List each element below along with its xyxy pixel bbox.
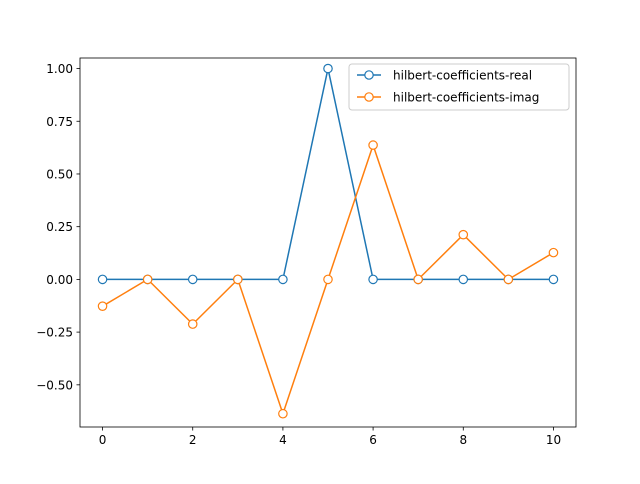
y-tick-label: −0.25 (36, 326, 73, 340)
data-point (548, 274, 559, 285)
x-tick-label: 0 (99, 433, 107, 447)
x-tick-label: 4 (279, 433, 287, 447)
plot-frame (79, 57, 577, 428)
legend-box (348, 63, 570, 111)
y-axis: −0.50 −0.25 0.00 0.25 0.50 0.75 1.00 (36, 62, 80, 392)
data-point (368, 140, 378, 150)
data-point (97, 301, 108, 311)
data-point (323, 63, 333, 74)
legend-marker (364, 92, 374, 102)
legend-item: hilbert-coefficients-imag (357, 91, 539, 105)
data-point (97, 274, 108, 285)
x-tick-label: 8 (459, 433, 467, 447)
x-tick-label: 10 (546, 433, 561, 447)
data-point (503, 274, 514, 285)
y-tick-label: 0.00 (46, 273, 73, 287)
data-point (187, 274, 198, 285)
data-point (413, 274, 423, 285)
legend: hilbert-coefficients-real hilbert-coeffic… (348, 63, 570, 111)
series-layer (97, 63, 559, 419)
data-point (458, 229, 469, 240)
data-point (233, 274, 243, 285)
data-point (142, 274, 153, 285)
legend-label: hilbert-coefficients-imag (393, 91, 539, 105)
y-tick-label: 1.00 (46, 62, 73, 76)
legend-label: hilbert-coefficients-real (393, 69, 532, 83)
x-tick-label: 2 (189, 433, 197, 447)
data-point (278, 408, 288, 419)
x-tick-label: 6 (369, 433, 377, 447)
y-tick-label: 0.25 (46, 220, 73, 234)
plot-area (80, 58, 576, 427)
x-axis: 0 2 4 6 8 10 (99, 427, 561, 447)
legend-item: hilbert-coefficients-real (357, 69, 532, 83)
data-point (548, 247, 559, 258)
y-tick-label: −0.50 (36, 378, 73, 392)
legend-marker (364, 70, 374, 80)
data-point (187, 319, 198, 329)
data-point (278, 274, 288, 285)
y-tick-label: 0.50 (46, 167, 73, 181)
y-tick-label: 0.75 (46, 115, 73, 129)
series-2 (97, 140, 559, 419)
data-point (368, 274, 378, 285)
data-point (323, 274, 333, 285)
data-point (458, 274, 469, 285)
